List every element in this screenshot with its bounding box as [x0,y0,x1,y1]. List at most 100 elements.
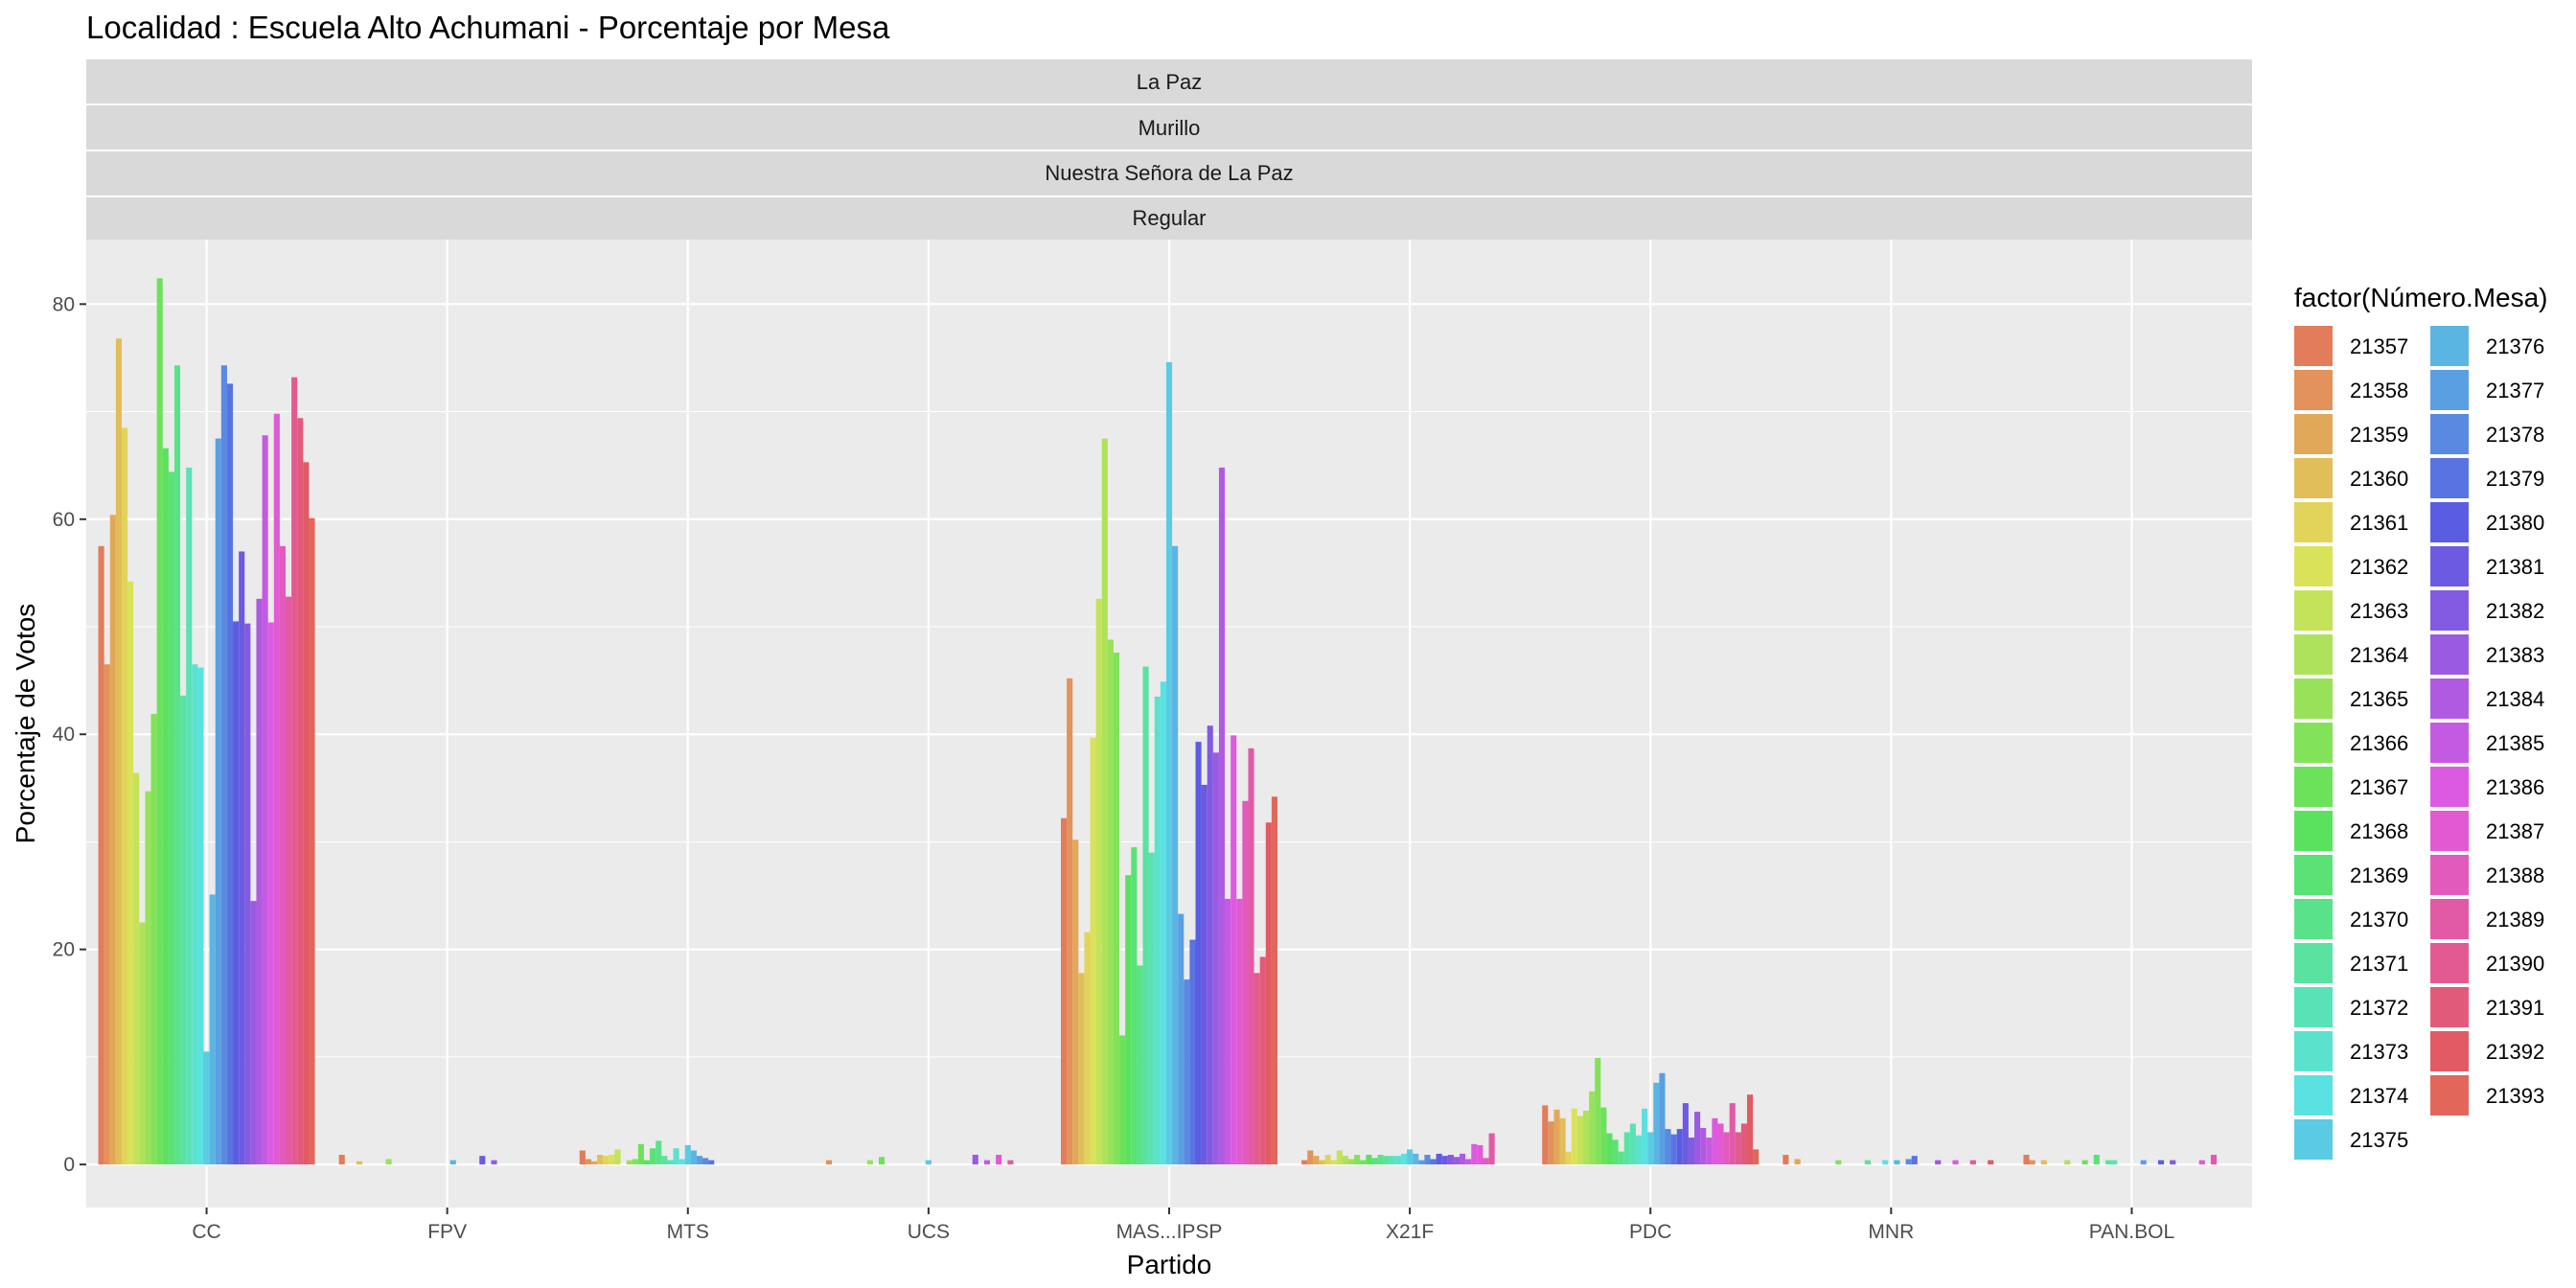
bars [98,278,2218,1165]
legend-label: 21364 [2350,643,2408,667]
bar [1453,1157,1460,1165]
legend-title: factor(Número.Mesa) [2294,283,2548,312]
y-tick-label: 40 [53,724,75,746]
bar [1700,1127,1707,1165]
bar [996,1155,1002,1165]
legend-swatch [2294,1031,2333,1071]
bar [109,515,116,1165]
legend-swatch [2430,987,2469,1027]
bar [1753,1149,1760,1165]
legend-label: 21370 [2350,908,2408,932]
bar [1911,1156,1918,1165]
legend-swatch [2430,370,2469,410]
bar [637,1143,644,1165]
bar [1436,1153,1442,1165]
bar [1101,438,1108,1165]
bar [2170,1160,2176,1165]
legend-swatch [2294,1119,2333,1160]
bar [632,1159,638,1165]
bar [479,1156,486,1165]
bar [220,365,227,1165]
bar [273,413,280,1165]
legend-swatch [2294,590,2333,631]
bar [866,1160,873,1165]
legend-label: 21375 [2350,1128,2408,1152]
bar [244,623,251,1165]
strip-bg-state [86,59,2252,104]
bar [2111,1160,2118,1165]
bar [585,1159,591,1165]
strip-label-area: Regular [1132,206,1206,230]
bar [1653,1082,1660,1165]
bar [1366,1155,1372,1165]
facet-strips: La Paz Murillo Nuestra Señora de La Paz … [86,59,2252,240]
bar [356,1161,363,1165]
legend-label: 21381 [2486,555,2544,579]
bar [115,338,122,1165]
bar [192,664,198,1165]
bar [150,713,157,1165]
bar [678,1159,685,1165]
y-axis: 0 20 40 60 80 [53,293,86,1176]
bar [1717,1123,1724,1165]
bar [1354,1155,1361,1165]
bar [1694,1112,1701,1165]
bar [297,418,304,1165]
bar [1905,1159,1912,1165]
bar [449,1160,456,1165]
bar [2029,1160,2036,1165]
bar [1178,913,1184,1165]
legend-label: 21373 [2350,1040,2408,1064]
bar [1553,1109,1560,1165]
bar [1342,1156,1348,1165]
bar [279,545,287,1165]
bar [1688,1138,1695,1165]
bar [667,1160,674,1165]
bar [2104,1160,2112,1165]
legend-label: 21357 [2350,334,2408,358]
bar [1430,1159,1437,1165]
bar [1682,1103,1689,1165]
legend-label: 21379 [2486,467,2544,491]
legend-swatch [2430,678,2469,719]
bar [684,1144,691,1165]
strip-label-state: La Paz [1137,70,1203,94]
legend-swatch [2430,1031,2469,1071]
bar [291,377,298,1165]
legend-swatch [2430,943,2469,983]
bar [1424,1155,1431,1165]
legend-swatch [2294,1075,2333,1116]
bar [1835,1160,1842,1165]
bar [1712,1117,1718,1165]
bar [1230,735,1237,1165]
bar [1389,1156,1395,1165]
legend-swatch [2294,634,2333,675]
bar [1729,1103,1736,1165]
bar [2082,1160,2088,1165]
legend-swatch [2430,767,2469,807]
bar [180,695,187,1165]
legend-label: 21378 [2486,423,2544,447]
bar [491,1160,497,1165]
bar [1659,1072,1666,1165]
bar [590,1161,598,1165]
bar [878,1157,886,1165]
bar [1488,1133,1495,1165]
bar [1606,1133,1613,1165]
legend-swatch [2294,987,2333,1027]
bar [1483,1158,1489,1165]
bar [656,1140,662,1165]
bar [1441,1156,1448,1165]
bar [1107,639,1114,1165]
bar [1418,1160,1425,1165]
bar [661,1156,668,1165]
bar [250,901,257,1165]
strip-bg-municipality [86,151,2252,196]
legend-label: 21383 [2486,643,2544,667]
x-tick-label: UCS [908,1221,950,1243]
bar [690,1150,697,1165]
bar [603,1156,610,1165]
bar [1623,1132,1630,1165]
bar [1360,1160,1367,1165]
